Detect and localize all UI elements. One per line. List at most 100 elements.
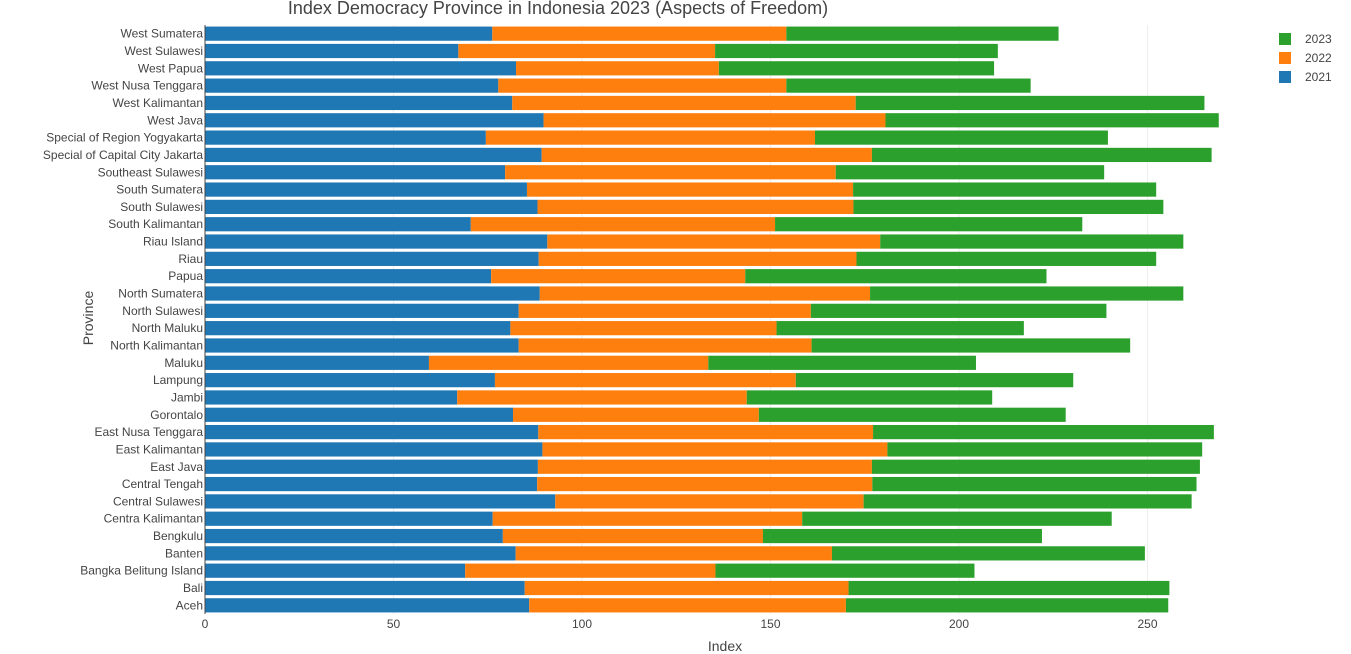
bar-2021-riau	[205, 251, 539, 266]
bar-2023-riau	[856, 251, 1157, 266]
bar-2022-east-java	[537, 459, 872, 474]
x-tick-labels: 0 50 100 150 200 250	[202, 617, 1158, 631]
bar-2022-north-sumatera	[539, 286, 871, 301]
bars	[205, 26, 1219, 613]
bar-2022-south-sulawesi	[537, 199, 854, 214]
legend-swatch-2021	[1279, 71, 1291, 83]
bar-2022-north-kalimantan	[518, 338, 812, 353]
bar-2022-north-sulawesi	[518, 303, 811, 318]
bar-2023-aceh	[845, 598, 1169, 613]
legend-label-2023: 2023	[1305, 32, 1332, 46]
y-tick-label: Special of Region Yogyakarta	[46, 131, 203, 145]
bar-2022-west-nusa-tenggara	[498, 78, 787, 93]
chart-title: Index Democracy Province in Indonesia 20…	[288, 0, 828, 18]
bar-2023-centra-kalimantan	[802, 511, 1112, 526]
bar-2022-south-sumatera	[526, 182, 854, 197]
y-tick-label: Riau	[178, 252, 203, 266]
bar-2021-north-sumatera	[205, 286, 540, 301]
legend-swatch-2023	[1279, 33, 1291, 45]
y-tick-label: West Kalimantan	[113, 96, 204, 110]
bar-2021-papua	[205, 269, 492, 284]
bar-2021-east-java	[205, 459, 538, 474]
y-tick-label: Jambi	[171, 390, 203, 404]
bar-2023-bali	[848, 580, 1170, 596]
bar-2022-maluku	[428, 355, 709, 370]
bar-2021-southeast-sulawesi	[205, 165, 506, 180]
y-tick-label: West Sulawesi	[125, 44, 203, 58]
y-tick-label: West Sumatera	[121, 27, 204, 41]
y-tick-label: East Nusa Tenggara	[94, 425, 203, 439]
y-tick-label: Maluku	[164, 356, 203, 370]
bar-2021-east-kalimantan	[205, 442, 543, 457]
bar-2023-north-maluku	[776, 321, 1024, 336]
y-tick-label: North Sumatera	[118, 287, 203, 301]
bar-2023-bengkulu	[762, 528, 1042, 544]
x-tick-label: 50	[387, 617, 401, 631]
bar-2022-west-sumatera	[492, 26, 787, 41]
bar-2023-central-tengah	[872, 476, 1197, 492]
bar-2023-central-sulawesi	[863, 494, 1192, 509]
legend-swatch-2022	[1279, 52, 1291, 64]
bar-2022-riau	[538, 251, 857, 266]
bar-2023-west-sumatera	[786, 26, 1059, 41]
bar-2023-west-kalimantan	[855, 95, 1205, 111]
x-tick-label: 0	[202, 617, 209, 631]
bar-2021-central-tengah	[205, 476, 538, 492]
bar-2021-north-sulawesi	[205, 303, 519, 318]
y-tick-label: South Kalimantan	[108, 217, 203, 231]
y-tick-label: Riau Island	[143, 235, 203, 249]
bar-2021-bangka-belitung-island	[205, 563, 466, 578]
bar-2021-riau-island	[205, 234, 548, 249]
y-tick-label: West Papua	[138, 61, 203, 75]
y-tick-label: East Java	[150, 460, 203, 474]
bar-2022-lampung	[494, 373, 796, 388]
bar-2023-gorontalo	[758, 407, 1066, 422]
y-tick-label: Special of Capital City Jakarta	[43, 148, 203, 162]
bar-2022-aceh	[529, 598, 846, 613]
x-tick-label: 200	[949, 617, 969, 631]
bar-2023-west-papua	[718, 61, 995, 76]
bar-2021-gorontalo	[205, 407, 514, 422]
y-tick-label: West Nusa Tenggara	[91, 79, 203, 93]
bar-2021-central-sulawesi	[205, 494, 556, 509]
bar-2022-north-maluku	[510, 321, 777, 336]
bar-2022-southeast-sulawesi	[505, 165, 836, 180]
y-tick-label: Bali	[183, 581, 203, 595]
bar-2023-west-sulawesi	[715, 43, 998, 59]
bar-2023-special-of-region-yogyakarta	[814, 130, 1108, 145]
bar-2023-special-of-capital-city-jakarta	[871, 147, 1212, 163]
bar-2023-banten	[831, 546, 1145, 561]
bar-2021-west-nusa-tenggara	[205, 78, 499, 93]
y-tick-label: Central Sulawesi	[113, 494, 203, 508]
bar-2022-bangka-belitung-island	[465, 563, 716, 578]
bar-2021-south-sumatera	[205, 182, 527, 197]
bar-2023-east-nusa-tenggara	[873, 425, 1214, 440]
bar-2022-central-tengah	[537, 476, 873, 492]
bar-2023-west-nusa-tenggara	[786, 78, 1031, 93]
bar-2021-north-maluku	[205, 321, 511, 336]
y-tick-label: Southeast Sulawesi	[98, 165, 203, 179]
x-axis-title: Index	[708, 638, 742, 654]
bar-2023-riau-island	[880, 234, 1184, 249]
bar-2023-bangka-belitung-island	[715, 563, 975, 578]
bar-2021-lampung	[205, 373, 495, 388]
y-tick-label: Papua	[168, 269, 203, 283]
y-tick-label: Bengkulu	[153, 529, 203, 543]
bar-2023-south-kalimantan	[775, 217, 1083, 232]
y-tick-labels: Aceh Bali Bangka Belitung Island Banten Beng…	[43, 27, 203, 613]
bar-2021-east-nusa-tenggara	[205, 425, 539, 440]
bar-2022-west-kalimantan	[512, 95, 856, 111]
y-tick-label: Aceh	[176, 598, 203, 612]
bar-2023-maluku	[708, 355, 976, 370]
bar-2023-southeast-sulawesi	[835, 165, 1105, 180]
bar-2022-banten	[515, 546, 832, 561]
y-axis-title: Province	[80, 291, 96, 346]
y-tick-label: South Sumatera	[116, 183, 203, 197]
bar-2021-south-kalimantan	[205, 217, 471, 232]
bar-2023-east-kalimantan	[887, 442, 1203, 457]
bar-2023-south-sulawesi	[853, 199, 1164, 214]
bar-2023-east-java	[871, 459, 1200, 474]
bar-2021-bali	[205, 580, 525, 596]
x-tick-label: 250	[1138, 617, 1158, 631]
